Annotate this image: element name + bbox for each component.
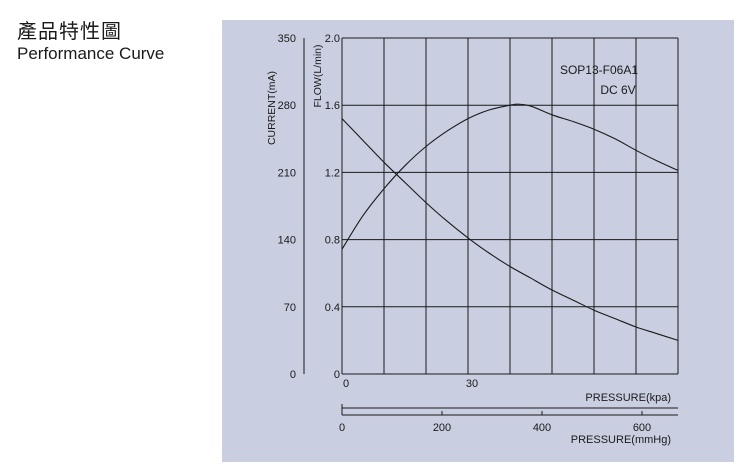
flow-tick-label: 2.0 bbox=[325, 33, 340, 45]
pressure-mmhg-axis-label: PRESSURE(mmHg) bbox=[571, 434, 671, 446]
performance-chart: 0 70 140 210 280 350 0 0.4 0.8 1.2 1.6 2.0 0 30 0 200 40… bbox=[266, 33, 679, 447]
pressure-mmhg-tick-label: 600 bbox=[633, 422, 651, 434]
chart-series bbox=[341, 103, 679, 341]
current-tick-label: 140 bbox=[278, 235, 296, 247]
chart-panel: 0 70 140 210 280 350 0 0.4 0.8 1.2 1.6 2.0 0 30 0 200 40… bbox=[222, 20, 734, 462]
chart-axes: 0 70 140 210 280 350 0 0.4 0.8 1.2 1.6 2.0 0 30 0 200 40… bbox=[278, 33, 678, 434]
flow-tick-label: 1.2 bbox=[325, 167, 340, 179]
pressure-kpa-tick-label: 0 bbox=[343, 378, 349, 390]
title-chinese: 產品特性圖 bbox=[17, 21, 122, 43]
pressure-kpa-tick-label: 30 bbox=[466, 378, 478, 390]
chart-labels: SOP13-F06A1 DC 6V CURRENT(mA) FLOW(L/min… bbox=[266, 45, 671, 447]
pressure-kpa-axis-label: PRESSURE(kpa) bbox=[585, 392, 671, 404]
flow-tick-label: 1.6 bbox=[325, 100, 340, 112]
current-tick-label: 210 bbox=[278, 167, 296, 179]
flow-tick-label: 0.8 bbox=[325, 235, 340, 247]
current-tick-label: 70 bbox=[284, 302, 296, 314]
model-label: SOP13-F06A1 bbox=[560, 63, 638, 77]
flow-tick-label: 0 bbox=[334, 369, 340, 381]
pressure-mmhg-tick-label: 400 bbox=[533, 422, 551, 434]
heading: 產品特性圖 Performance Curve bbox=[17, 20, 164, 64]
current-tick-label: 350 bbox=[278, 33, 296, 45]
current-axis-label: CURRENT(mA) bbox=[266, 71, 278, 145]
flow-axis-label: FLOW(L/min) bbox=[312, 45, 324, 108]
flow-curve-line bbox=[341, 118, 679, 341]
voltage-label: DC 6V bbox=[600, 83, 635, 97]
current-tick-label: 0 bbox=[290, 369, 296, 381]
flow-tick-label: 0.4 bbox=[325, 302, 340, 314]
current-tick-label: 280 bbox=[278, 100, 296, 112]
title-english: Performance Curve bbox=[17, 44, 165, 63]
pressure-mmhg-tick-label: 0 bbox=[339, 422, 345, 434]
current-curve-line bbox=[341, 103, 679, 250]
pressure-mmhg-tick-label: 200 bbox=[433, 422, 451, 434]
